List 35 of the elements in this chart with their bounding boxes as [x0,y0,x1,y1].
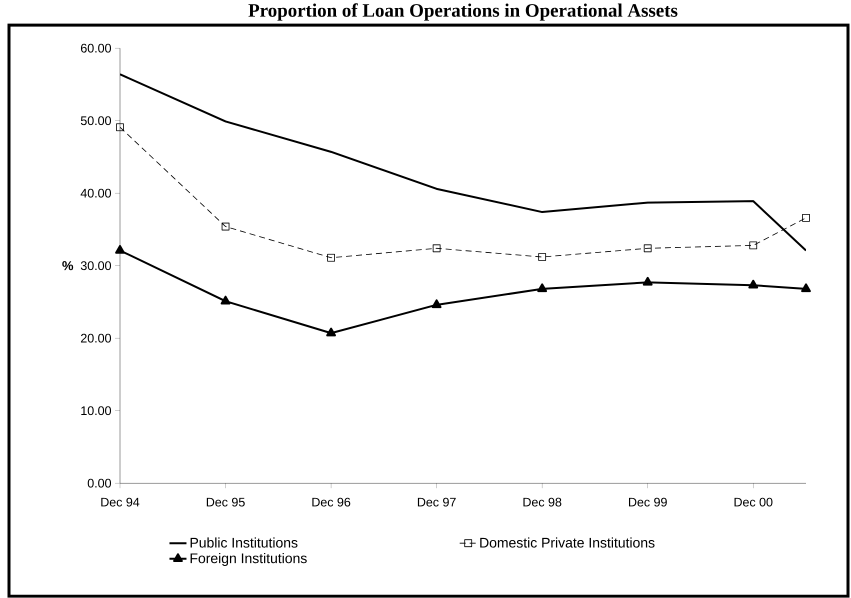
x-tick-label: Dec 00 [734,498,772,507]
point [644,244,652,252]
point [801,284,811,292]
point [537,284,548,292]
y-tick-label: 0.00 [88,478,112,488]
x-tick-label: Dec 95 [206,498,245,507]
point [538,253,546,262]
y-tick-label: 40.00 [80,188,112,198]
legend-label: Domestic Private Institutions [480,538,655,548]
point [642,277,653,286]
point [326,328,336,337]
y-tick-label: 50.00 [80,116,112,126]
x-tick-label: Dec 96 [312,498,350,507]
point [222,222,230,231]
x-tick-label: Dec 94 [101,498,140,507]
y-tick-label: 20.00 [80,334,112,343]
point [749,242,758,250]
y-tick-label: 60.00 [80,44,112,53]
legend-label: Public Institutions [190,538,298,548]
x-tick-label: Dec 97 [418,498,456,507]
point [748,280,758,289]
point [432,299,442,308]
point [802,214,810,222]
y-tick-label: 10.00 [81,406,112,416]
point [116,123,124,132]
y-tick-label: 30.00 [80,261,112,270]
point [327,254,335,262]
legend-label: Foreign Institutions [190,553,307,566]
point [432,244,441,252]
point [115,245,125,254]
point [220,296,230,305]
y-axis-title: % [62,261,74,270]
chart-title: Proportion of Loan Operations in Operational Assets [248,3,678,21]
x-tick-label: Dec 98 [523,498,562,507]
x-tick-label: Dec 99 [628,498,667,507]
